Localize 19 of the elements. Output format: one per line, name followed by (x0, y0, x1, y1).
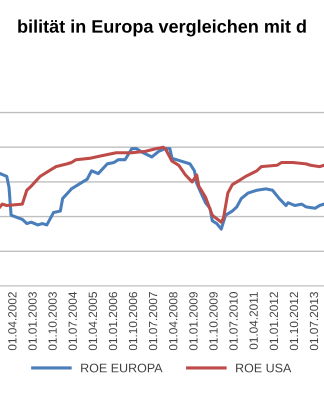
legend-label: ROE USA (236, 364, 292, 372)
x-tick-label: 01.07.2007 (148, 292, 158, 350)
x-tick-label: 01.04.2008 (169, 292, 178, 350)
x-tick-label: 01.07.2013 (310, 292, 318, 350)
x-tick-label: 01.10.2012 (290, 292, 298, 350)
chart-title: bilität in Europa vergleichen mit d (18, 20, 306, 36)
x-tick-label: 01.04.2002 (8, 292, 17, 350)
legend-label: ROE EUROPA (81, 364, 163, 372)
x-tick-label: 01.01.2009 (189, 292, 198, 350)
x-tick-label: 01.04.2005 (88, 292, 97, 350)
x-tick-label: 01.07.2004 (68, 292, 77, 350)
x-tick-label: 01.07.2010 (229, 292, 238, 350)
x-tick-label: 01.01.2006 (108, 292, 118, 350)
x-tick-label: 01.10.2009 (209, 292, 218, 350)
x-tick-label: 01.01.2003 (28, 292, 37, 350)
x-tick-label: 01.04.2011 (249, 292, 258, 350)
x-tick-label: 01.10.2003 (48, 292, 57, 350)
x-tick-label: 01.10.2006 (128, 292, 138, 350)
x-tick-label: 01.01.2012 (270, 292, 278, 350)
